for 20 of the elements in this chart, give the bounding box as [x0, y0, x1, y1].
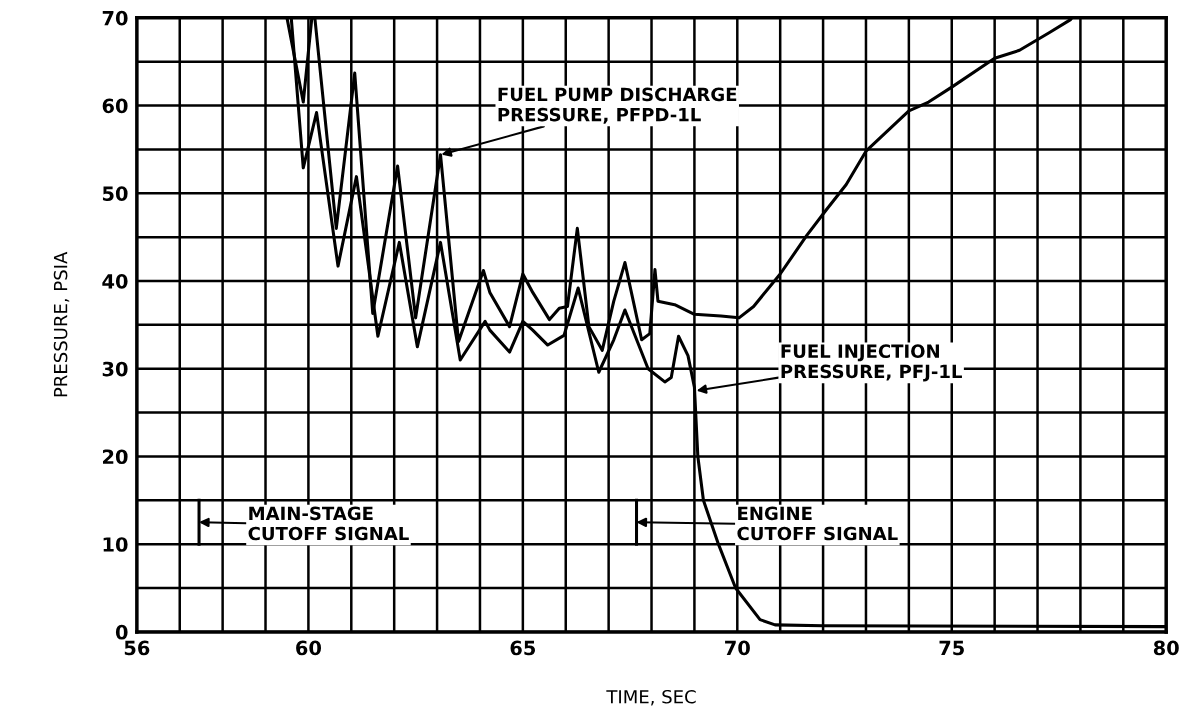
annotation: MAIN-STAGE CUTOFF SIGNAL — [248, 506, 409, 541]
y-tick-label: 10 — [103, 537, 128, 552]
annotation: ENGINE CUTOFF SIGNAL — [737, 506, 898, 541]
y-tick-label: 0 — [115, 624, 128, 640]
annotation: FUEL PUMP DISCHARGE PRESSURE, PFPD-1L — [498, 87, 737, 124]
y-axis-title: PRESSURE, PSIA — [53, 251, 70, 397]
x-tick-label: 70 — [725, 640, 750, 656]
y-tick-label: 70 — [102, 10, 128, 26]
x-axis-title: TIME, SEC — [606, 689, 696, 706]
y-tick-label: 60 — [102, 98, 128, 114]
x-tick-label: 75 — [939, 640, 964, 656]
x-tick-label: 80 — [1153, 640, 1179, 656]
y-tick-label: 30 — [102, 361, 128, 377]
y-tick-label: 40 — [102, 273, 128, 289]
annotation: FUEL INJECTION PRESSURE, PFJ-1L — [781, 344, 962, 382]
x-tick-label: 60 — [296, 640, 322, 656]
x-tick-label: 56 — [124, 640, 150, 656]
y-tick-label: 50 — [102, 186, 128, 201]
y-tick-label: 20 — [103, 449, 128, 465]
x-tick-label: 65 — [510, 640, 536, 656]
